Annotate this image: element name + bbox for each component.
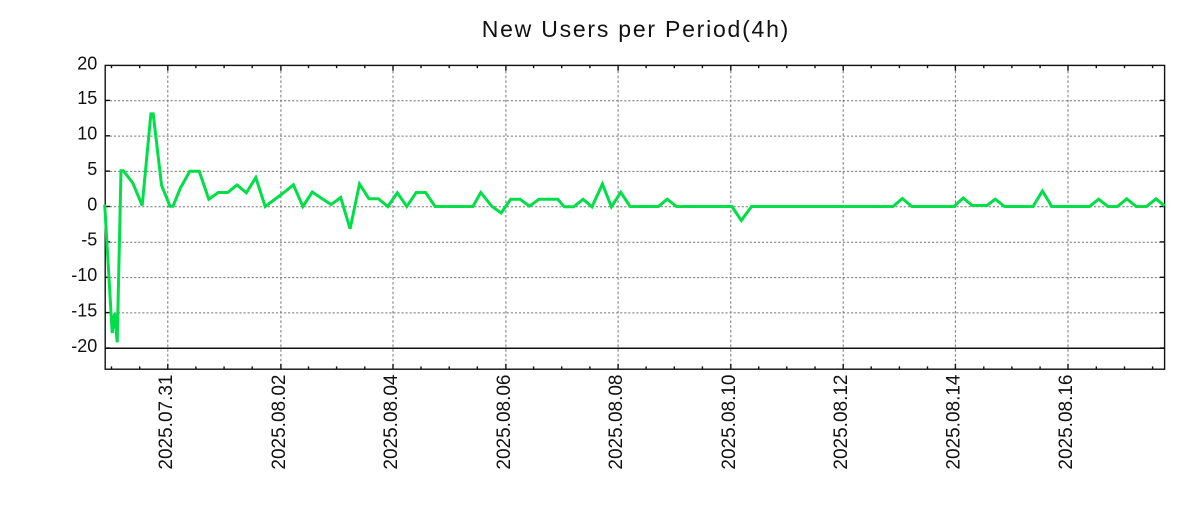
svg-text:2025.07.31: 2025.07.31	[156, 375, 177, 470]
svg-text:2025.08.12: 2025.08.12	[831, 375, 852, 470]
svg-text:2025.08.06: 2025.08.06	[494, 375, 515, 470]
svg-text:10: 10	[77, 124, 97, 144]
svg-text:20: 20	[77, 53, 97, 73]
svg-text:New Users per Period(4h): New Users per Period(4h)	[482, 16, 789, 42]
svg-text:2025.08.02: 2025.08.02	[269, 375, 290, 470]
svg-text:-10: -10	[71, 265, 97, 285]
svg-text:-20: -20	[71, 336, 97, 356]
svg-text:15: 15	[77, 88, 97, 108]
svg-text:2025.08.16: 2025.08.16	[1056, 375, 1077, 470]
svg-text:2025.08.14: 2025.08.14	[943, 374, 964, 470]
svg-text:2025.08.04: 2025.08.04	[381, 374, 402, 470]
svg-text:-5: -5	[81, 230, 97, 250]
svg-text:2025.08.10: 2025.08.10	[719, 375, 740, 470]
svg-text:-15: -15	[71, 300, 97, 320]
svg-text:5: 5	[87, 159, 97, 179]
svg-text:2025.08.08: 2025.08.08	[606, 375, 627, 470]
svg-text:0: 0	[87, 194, 97, 214]
